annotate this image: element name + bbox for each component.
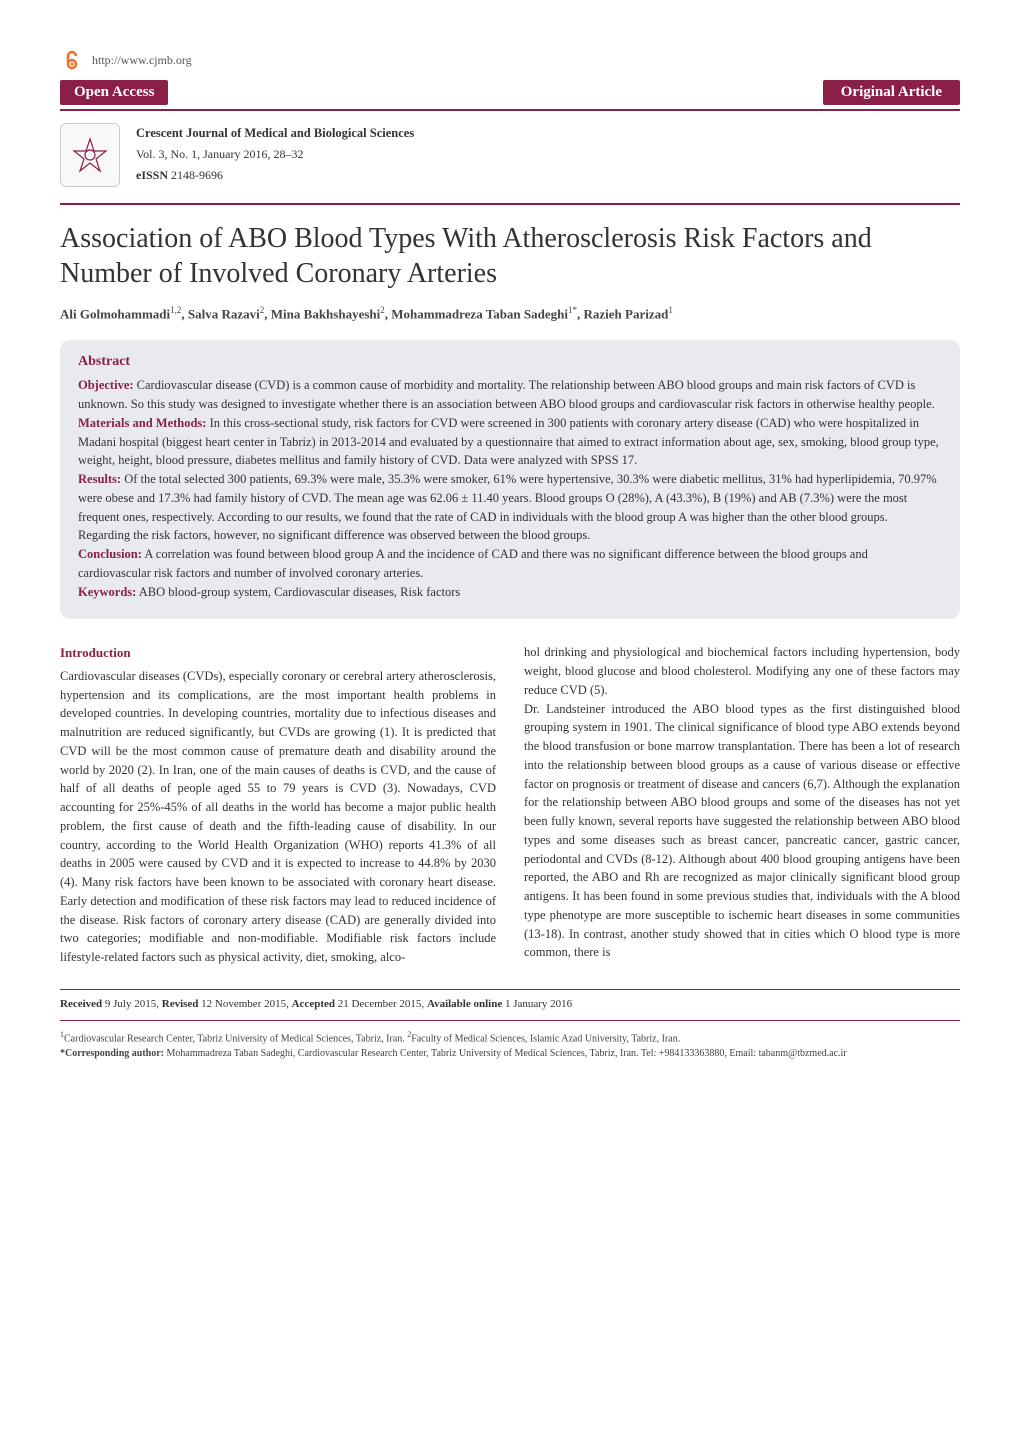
abstract-content: Objective: Cardiovascular disease (CVD) … <box>78 376 942 601</box>
results-label: Results: <box>78 472 121 486</box>
affiliation-1: Cardiovascular Research Center, Tabriz U… <box>64 1033 407 1044</box>
open-access-badge: Open Access <box>60 80 168 105</box>
footer-divider <box>60 989 960 990</box>
conclusion-text: A correlation was found between blood gr… <box>78 547 868 580</box>
journal-meta: Crescent Journal of Medical and Biologic… <box>136 123 414 185</box>
abstract-box: Abstract Objective: Cardiovascular disea… <box>60 340 960 619</box>
authors: Ali Golmohammadi1,2, Salva Razavi2, Mina… <box>60 305 960 322</box>
intro-paragraph-4: Dr. Landsteiner introduced the ABO blood… <box>524 702 960 960</box>
body-columns: Introduction Cardiovascular diseases (CV… <box>60 643 960 967</box>
revised-label: Revised <box>162 998 199 1010</box>
journal-info: Crescent Journal of Medical and Biologic… <box>60 123 960 205</box>
keywords-label: Keywords: <box>78 585 136 599</box>
methods-label: Materials and Methods: <box>78 416 206 430</box>
article-dates: Received 9 July 2015, Revised 12 Novembe… <box>60 998 960 1010</box>
intro-paragraph-1: Cardiovascular diseases (CVDs), especial… <box>60 669 496 889</box>
intro-paragraph-3: hol drinking and physiological and bioch… <box>524 645 960 697</box>
body-column-right: hol drinking and physiological and bioch… <box>524 643 960 967</box>
affiliations: 1Cardiovascular Research Center, Tabriz … <box>60 1029 960 1061</box>
online-date: 1 January 2016 <box>505 998 572 1010</box>
objective-label: Objective: <box>78 378 134 392</box>
received-date: 9 July 2015, <box>105 998 159 1010</box>
banner-row: Open Access Original Article <box>60 80 960 105</box>
online-label: Available online <box>427 998 502 1010</box>
eissn: eISSN 2148-9696 <box>136 165 414 185</box>
introduction-heading: Introduction <box>60 643 496 663</box>
objective-text: Cardiovascular disease (CVD) is a common… <box>78 378 935 411</box>
footer-divider-2 <box>60 1020 960 1021</box>
corresponding-label: *Corresponding author: <box>60 1048 164 1059</box>
received-label: Received <box>60 998 102 1010</box>
keywords-text: ABO blood-group system, Cardiovascular d… <box>136 585 460 599</box>
top-divider <box>60 109 960 111</box>
journal-name: Crescent Journal of Medical and Biologic… <box>136 123 414 144</box>
accepted-label: Accepted <box>292 998 335 1010</box>
journal-logo-icon <box>60 123 120 187</box>
revised-date: 12 November 2015, <box>201 998 289 1010</box>
results-text: Of the total selected 300 patients, 69.3… <box>78 472 937 542</box>
accepted-date: 21 December 2015, <box>338 998 424 1010</box>
article-type-badge: Original Article <box>823 80 960 105</box>
journal-url: http://www.cjmb.org <box>92 53 192 68</box>
header-top: http://www.cjmb.org <box>60 48 960 72</box>
methods-text: In this cross-sectional study, risk fact… <box>78 416 939 468</box>
volume-issue: Vol. 3, No. 1, January 2016, 28–32 <box>136 144 414 164</box>
corresponding-text: Mohammadreza Taban Sadeghi, Cardiovascul… <box>164 1048 847 1059</box>
intro-paragraph-2: Many risk factors have been known to be … <box>60 875 496 964</box>
eissn-value: 2148-9696 <box>171 168 223 182</box>
affiliation-2: Faculty of Medical Sciences, Islamic Aza… <box>411 1033 680 1044</box>
abstract-heading: Abstract <box>78 354 942 370</box>
body-column-left: Introduction Cardiovascular diseases (CV… <box>60 643 496 967</box>
conclusion-label: Conclusion: <box>78 547 142 561</box>
article-title: Association of ABO Blood Types With Athe… <box>60 221 960 291</box>
open-access-icon <box>60 48 84 72</box>
eissn-label: eISSN <box>136 168 168 182</box>
